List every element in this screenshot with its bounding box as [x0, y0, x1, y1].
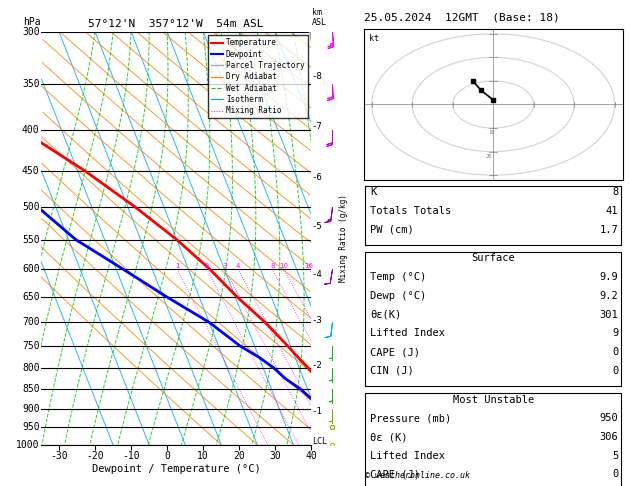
- Text: hPa: hPa: [23, 17, 41, 27]
- Text: CAPE (J): CAPE (J): [370, 347, 420, 357]
- Text: 550: 550: [22, 235, 40, 244]
- Text: 900: 900: [22, 403, 40, 414]
- Text: -8: -8: [312, 72, 323, 81]
- Text: Totals Totals: Totals Totals: [370, 206, 451, 216]
- Text: Pressure (mb): Pressure (mb): [370, 413, 451, 423]
- Text: CAPE (J): CAPE (J): [370, 469, 420, 480]
- Title: 57°12'N  357°12'W  54m ASL: 57°12'N 357°12'W 54m ASL: [88, 19, 264, 30]
- Text: 9: 9: [612, 329, 618, 338]
- Text: kt: kt: [369, 34, 379, 43]
- Text: 950: 950: [599, 413, 618, 423]
- Text: 850: 850: [22, 384, 40, 394]
- Text: θε(K): θε(K): [370, 310, 401, 320]
- Text: 20: 20: [486, 154, 493, 159]
- Text: 650: 650: [22, 292, 40, 302]
- Text: LCL: LCL: [312, 437, 327, 447]
- Text: 350: 350: [22, 80, 40, 89]
- Text: 10: 10: [279, 263, 288, 269]
- Text: 950: 950: [22, 422, 40, 432]
- Text: 0: 0: [612, 347, 618, 357]
- Text: -3: -3: [312, 316, 323, 325]
- Text: 2: 2: [204, 263, 209, 269]
- Text: Lifted Index: Lifted Index: [370, 451, 445, 461]
- Text: 9.2: 9.2: [599, 291, 618, 301]
- Text: 41: 41: [606, 206, 618, 216]
- Text: 301: 301: [599, 310, 618, 320]
- Text: -6: -6: [312, 173, 323, 182]
- Text: 800: 800: [22, 363, 40, 373]
- Text: 450: 450: [22, 166, 40, 176]
- Text: -1: -1: [312, 407, 323, 416]
- Legend: Temperature, Dewpoint, Parcel Trajectory, Dry Adiabat, Wet Adiabat, Isotherm, Mi: Temperature, Dewpoint, Parcel Trajectory…: [208, 35, 308, 118]
- Text: 25.05.2024  12GMT  (Base: 18): 25.05.2024 12GMT (Base: 18): [364, 12, 559, 22]
- Text: © weatheronline.co.uk: © weatheronline.co.uk: [365, 471, 470, 480]
- Text: 306: 306: [599, 432, 618, 442]
- Text: Most Unstable: Most Unstable: [452, 395, 534, 405]
- Text: 8: 8: [612, 187, 618, 197]
- Text: 1: 1: [175, 263, 180, 269]
- Text: km
ASL: km ASL: [312, 8, 327, 27]
- Text: 3: 3: [223, 263, 227, 269]
- Text: 1.7: 1.7: [599, 225, 618, 235]
- X-axis label: Dewpoint / Temperature (°C): Dewpoint / Temperature (°C): [92, 464, 260, 474]
- Text: 600: 600: [22, 264, 40, 275]
- Text: 750: 750: [22, 341, 40, 351]
- Text: 400: 400: [22, 125, 40, 135]
- Text: 700: 700: [22, 317, 40, 327]
- Text: 9.9: 9.9: [599, 272, 618, 282]
- Text: CIN (J): CIN (J): [370, 365, 414, 376]
- Text: 500: 500: [22, 202, 40, 212]
- Text: Lifted Index: Lifted Index: [370, 329, 445, 338]
- Text: Surface: Surface: [471, 254, 515, 263]
- Text: 8: 8: [270, 263, 274, 269]
- Text: Mixing Ratio (g/kg): Mixing Ratio (g/kg): [339, 194, 348, 282]
- Text: Temp (°C): Temp (°C): [370, 272, 426, 282]
- Text: 5: 5: [612, 451, 618, 461]
- Text: K: K: [370, 187, 376, 197]
- Text: 0: 0: [612, 469, 618, 480]
- Text: 300: 300: [22, 27, 40, 36]
- Text: 1000: 1000: [16, 440, 40, 450]
- Text: -4: -4: [312, 270, 323, 279]
- Text: 0: 0: [612, 365, 618, 376]
- Text: -5: -5: [312, 223, 323, 231]
- Text: θε (K): θε (K): [370, 432, 408, 442]
- Text: Dewp (°C): Dewp (°C): [370, 291, 426, 301]
- Text: 10: 10: [488, 130, 494, 136]
- Text: 16: 16: [304, 263, 314, 269]
- Text: -2: -2: [312, 362, 323, 370]
- Text: -7: -7: [312, 122, 323, 131]
- Text: 4: 4: [236, 263, 240, 269]
- Text: PW (cm): PW (cm): [370, 225, 414, 235]
